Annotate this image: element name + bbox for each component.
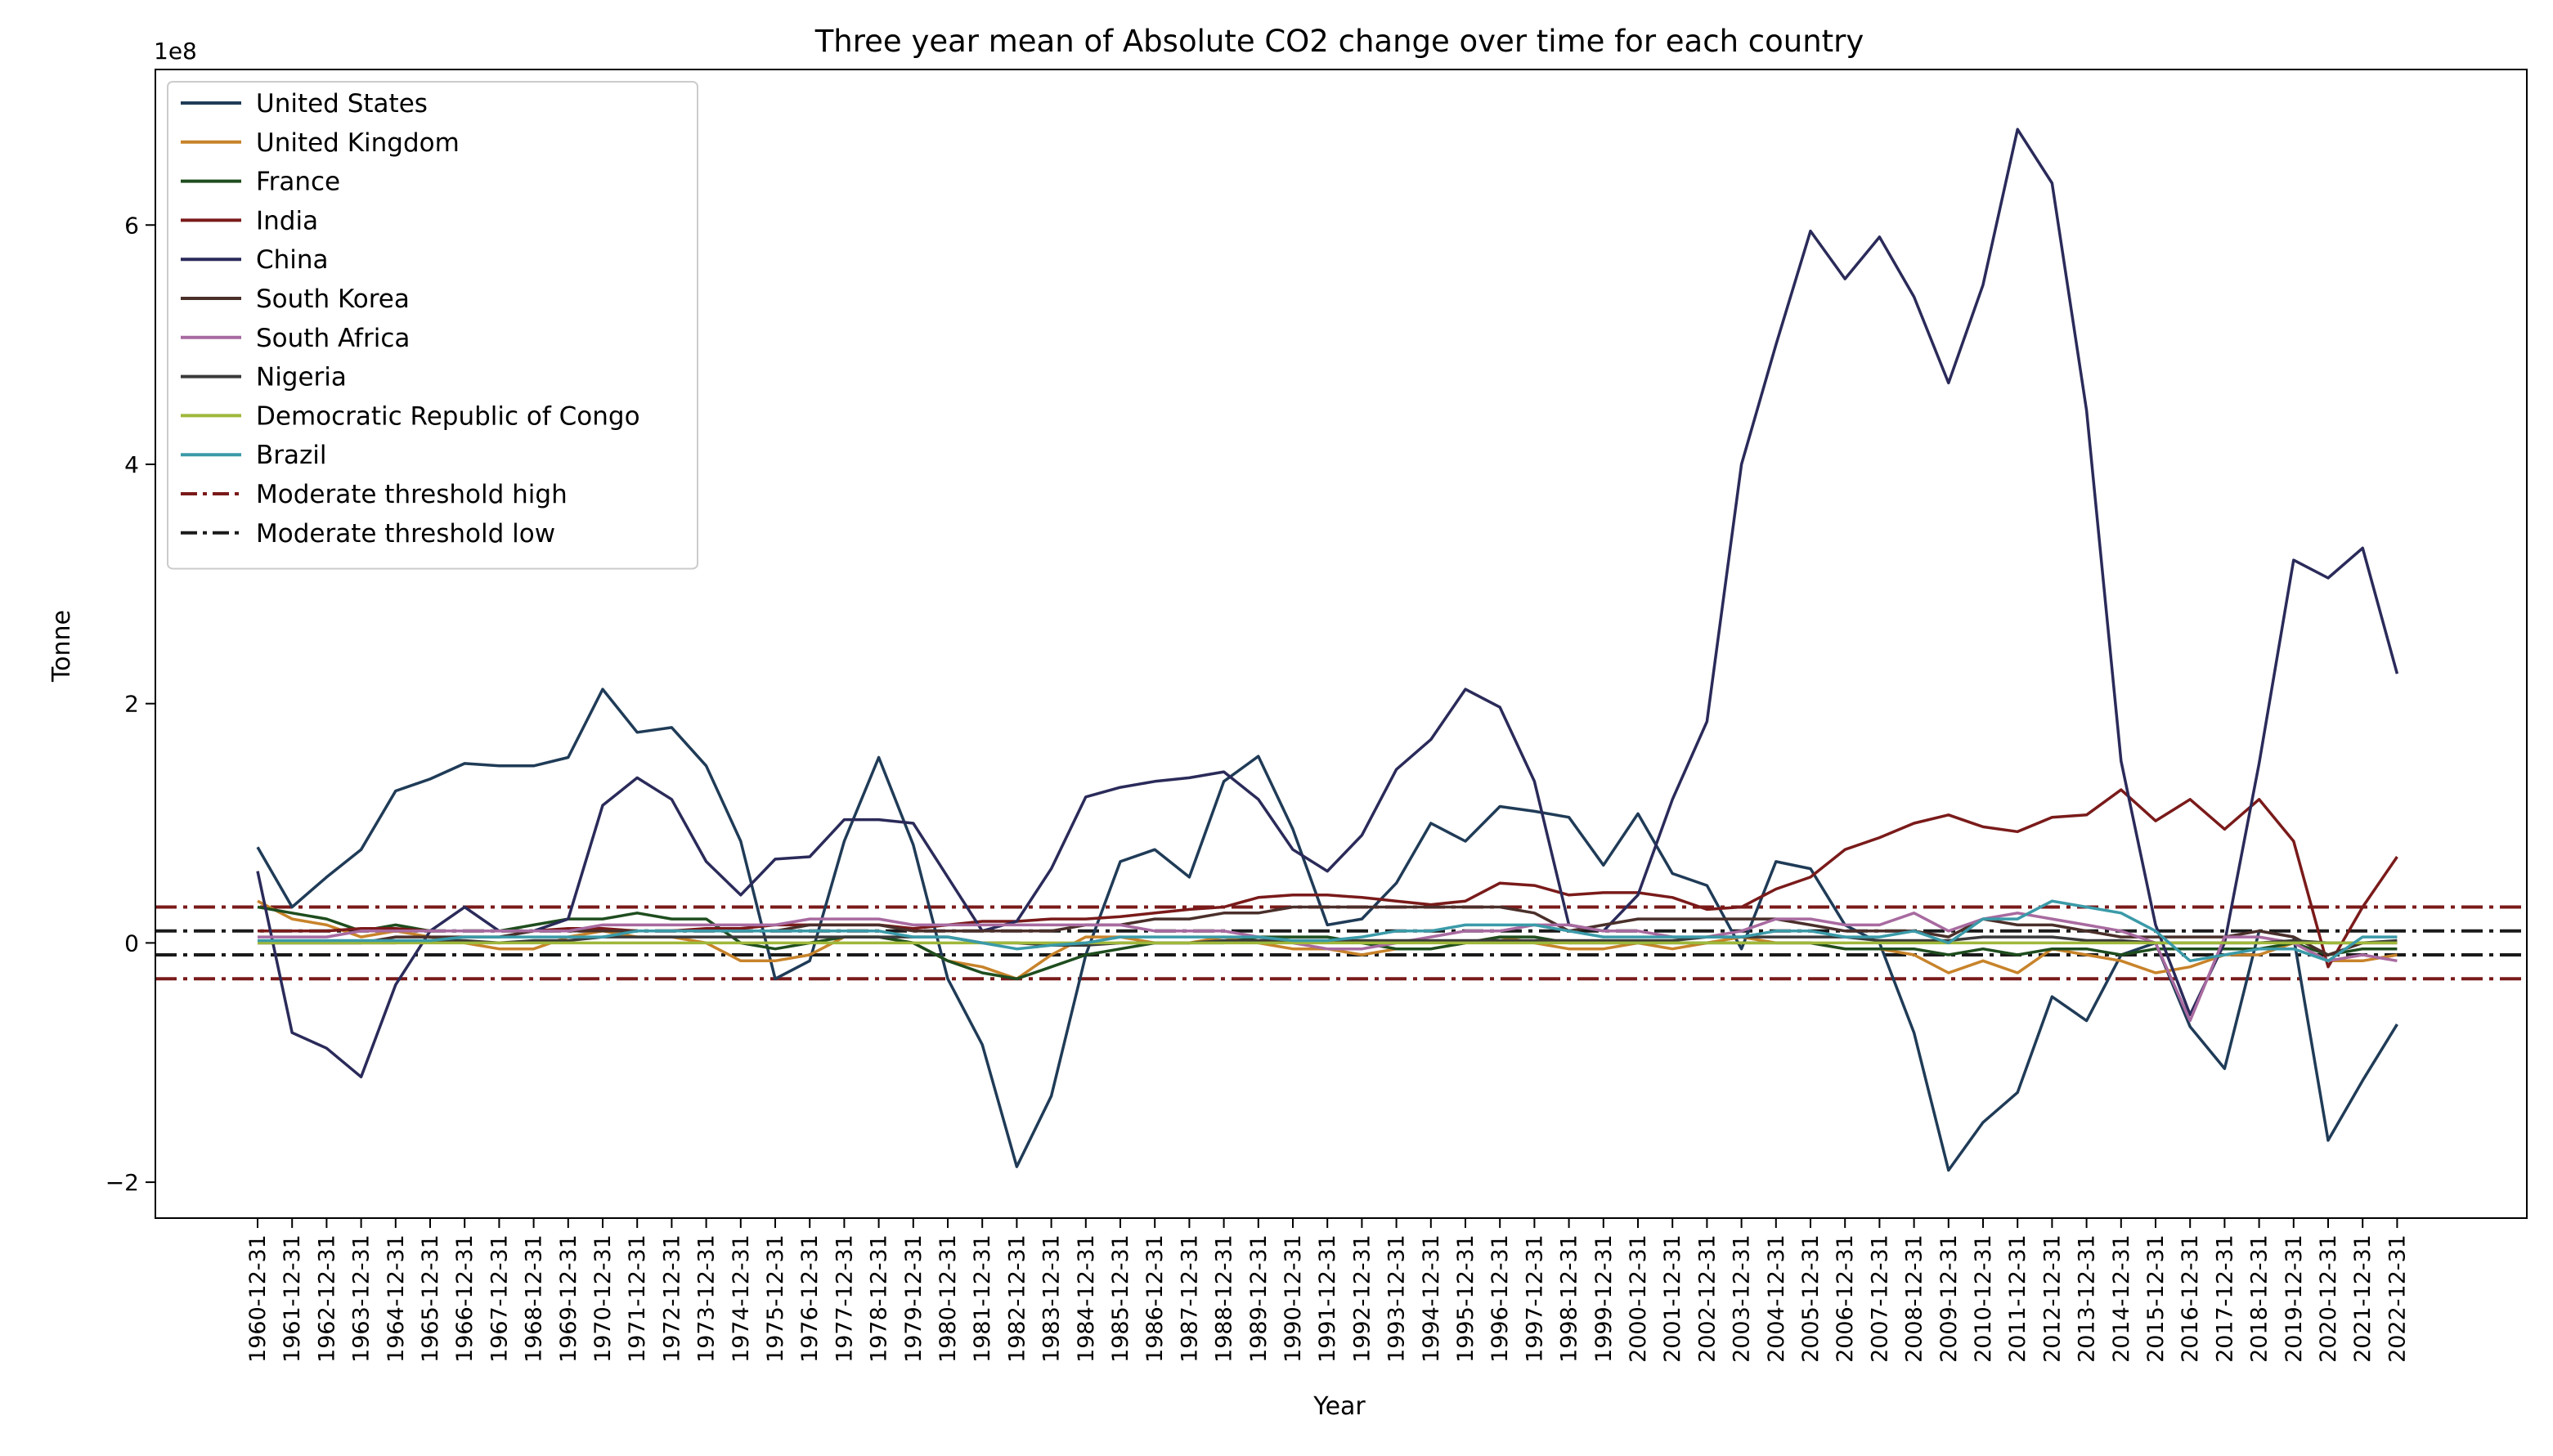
y-axis-ticks: −2 0 2 4 6: [105, 212, 155, 1196]
plot-area: [155, 128, 2527, 1172]
series-line-france: [257, 905, 2398, 981]
y-tick-label: 0: [124, 930, 139, 956]
x-tick-label: 2012-12-31: [2039, 1234, 2065, 1363]
legend-label: Nigeria: [256, 363, 347, 392]
legend-label: Moderate threshold low: [256, 519, 555, 549]
x-tick-label: 1961-12-31: [280, 1234, 305, 1363]
x-tick-label: 2004-12-31: [1764, 1234, 1789, 1363]
legend-label: Democratic Republic of Congo: [256, 401, 640, 431]
legend-label: United States: [256, 89, 428, 119]
x-tick-label: 1984-12-31: [1074, 1234, 1099, 1363]
series-line-south-korea: [258, 905, 2398, 956]
legend-label: Moderate threshold high: [256, 480, 568, 509]
x-tick-label: 2005-12-31: [1798, 1234, 1824, 1363]
x-tick-label: 2000-12-31: [1626, 1234, 1651, 1363]
x-tick-label: 2003-12-31: [1730, 1234, 1755, 1363]
x-tick-label: 2013-12-31: [2075, 1234, 2100, 1363]
x-tick-label: 1963-12-31: [349, 1234, 375, 1363]
x-tick-label: 1971-12-31: [625, 1234, 650, 1363]
x-tick-label: 1999-12-31: [1591, 1234, 1617, 1363]
series-line-india: [258, 788, 2398, 969]
series-line-brazil: [258, 899, 2398, 963]
x-tick-label: 1968-12-31: [522, 1234, 547, 1363]
x-tick-label: 1978-12-31: [867, 1234, 892, 1363]
plot-frame: [155, 69, 2528, 1219]
y-tick-label: 4: [124, 451, 139, 478]
x-tick-label: 1980-12-31: [936, 1234, 961, 1363]
x-tick-label: 1983-12-31: [1039, 1234, 1065, 1363]
series-line-united-states: [256, 688, 2398, 1172]
x-tick-label: 1985-12-31: [1108, 1234, 1133, 1363]
x-tick-label: 2010-12-31: [1971, 1234, 1996, 1363]
x-tick-label: 2007-12-31: [1867, 1234, 1892, 1363]
x-tick-label: 1960-12-31: [245, 1234, 271, 1363]
y-axis-label: Tonne: [47, 610, 76, 683]
legend: United States United Kingdom France India Ch…: [167, 81, 698, 570]
legend-label: United Kingdom: [256, 128, 460, 158]
x-tick-label: 2017-12-31: [2212, 1234, 2237, 1363]
x-tick-label: 1993-12-31: [1384, 1234, 1410, 1363]
legend-label: Brazil: [256, 441, 327, 470]
series-line-south-africa: [258, 912, 2398, 1023]
x-tick-label: 1972-12-31: [659, 1234, 684, 1363]
legend-box: [167, 81, 698, 570]
x-tick-label: 1986-12-31: [1142, 1234, 1168, 1363]
x-tick-label: 1981-12-31: [970, 1234, 995, 1363]
x-tick-label: 1969-12-31: [556, 1234, 581, 1363]
y-tick-label: 2: [124, 691, 139, 718]
legend-label: India: [256, 206, 318, 235]
x-tick-label: 1991-12-31: [1315, 1234, 1340, 1363]
legend-label: China: [256, 245, 329, 275]
x-tick-label: 1988-12-31: [1212, 1234, 1237, 1363]
x-tick-label: 2021-12-31: [2350, 1234, 2376, 1363]
x-tick-label: 1996-12-31: [1487, 1234, 1513, 1363]
x-tick-label: 2020-12-31: [2316, 1234, 2341, 1363]
x-tick-label: 2019-12-31: [2282, 1234, 2307, 1363]
x-tick-label: 2009-12-31: [1936, 1234, 1962, 1363]
x-tick-label: 1973-12-31: [694, 1234, 720, 1363]
x-tick-label: 2011-12-31: [2005, 1234, 2030, 1363]
x-tick-label: 1977-12-31: [832, 1234, 857, 1363]
x-tick-label: 2016-12-31: [2178, 1234, 2203, 1363]
x-tick-label: 1962-12-31: [314, 1234, 339, 1363]
x-tick-label: 1995-12-31: [1453, 1234, 1478, 1363]
x-tick-label: 1982-12-31: [1004, 1234, 1030, 1363]
x-tick-label: 2014-12-31: [2109, 1234, 2134, 1363]
x-tick-label: 1967-12-31: [487, 1234, 512, 1363]
x-tick-label: 1987-12-31: [1177, 1234, 1202, 1363]
x-tick-label: 1964-12-31: [384, 1234, 409, 1363]
x-tick-label: 1974-12-31: [729, 1234, 754, 1363]
x-tick-label: 1975-12-31: [763, 1234, 788, 1363]
legend-label: South Korea: [256, 284, 410, 314]
x-tick-label: 1965-12-31: [418, 1234, 443, 1363]
x-tick-label: 2022-12-31: [2385, 1234, 2410, 1363]
x-tick-label: 1992-12-31: [1349, 1234, 1375, 1363]
x-tick-label: 1990-12-31: [1281, 1234, 1306, 1363]
x-tick-label: 1989-12-31: [1246, 1234, 1272, 1363]
x-tick-label: 1970-12-31: [590, 1234, 616, 1363]
x-tick-label: 1994-12-31: [1419, 1234, 1444, 1363]
x-tick-label: 1979-12-31: [901, 1234, 927, 1363]
x-tick-label: 1998-12-31: [1557, 1234, 1582, 1363]
y-tick-label: 6: [124, 212, 139, 239]
x-tick-label: 2015-12-31: [2143, 1234, 2169, 1363]
x-tick-label: 1966-12-31: [452, 1234, 478, 1363]
x-axis-label: Year: [1312, 1392, 1366, 1421]
x-tick-label: 2002-12-31: [1694, 1234, 1720, 1363]
x-tick-label: 2006-12-31: [1833, 1234, 1858, 1363]
legend-label: South Africa: [256, 324, 410, 353]
y-tick-label: −2: [105, 1169, 139, 1196]
x-tick-label: 2001-12-31: [1660, 1234, 1685, 1363]
x-axis-ticks: 1960-12-31 1961-12-31 1962-12-31 1963-12-31…: [245, 1218, 2410, 1363]
x-tick-label: 2018-12-31: [2247, 1234, 2273, 1363]
x-tick-label: 2008-12-31: [1902, 1234, 1927, 1363]
chart-title: Three year mean of Absolute CO2 change o…: [814, 24, 1864, 59]
x-tick-label: 1976-12-31: [797, 1234, 823, 1363]
y-offset-label: 1e8: [154, 38, 197, 65]
series-line-china: [256, 128, 2399, 1079]
legend-label: France: [256, 168, 340, 197]
x-tick-label: 1997-12-31: [1522, 1234, 1547, 1363]
